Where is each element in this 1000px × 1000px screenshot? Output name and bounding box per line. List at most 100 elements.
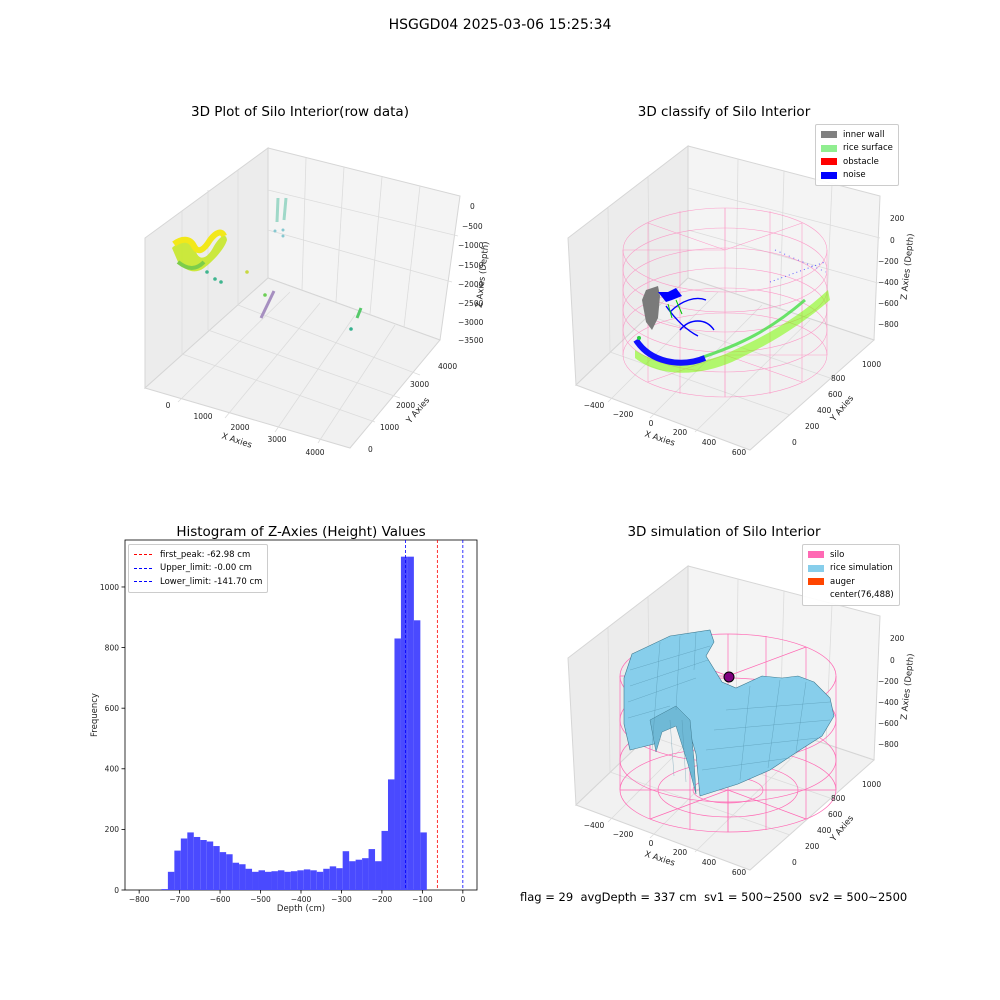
legend-label: Upper_limit: -0.00 cm <box>160 563 252 574</box>
simulation-legend: silo rice simulation auger center(76,488… <box>802 544 900 606</box>
histogram-bar <box>310 870 317 890</box>
histogram-bar <box>174 850 181 890</box>
histogram-bar <box>349 861 356 890</box>
raw-z-label: Z Axies (Depth) <box>475 241 492 308</box>
simulation-y-tick: 800 <box>831 794 846 803</box>
histogram-bar <box>362 858 369 890</box>
histogram-bar <box>407 556 414 890</box>
histogram-x-ticks: −800 −700 −600 −500 −400 −300 −200 −100 0 <box>129 890 465 904</box>
raw-grid <box>177 157 459 444</box>
histogram-chart: −800 −700 −600 −500 −400 −300 −200 −100 0 0 200 40… <box>90 539 478 914</box>
legend-label: auger <box>830 576 855 587</box>
histogram-title: Histogram of Z-Axies (Height) Values <box>176 524 426 540</box>
raw-y-label: Y Axies <box>404 395 432 426</box>
classify-z-label: Z Axies (Depth) <box>900 233 917 300</box>
classify-legend-item: inner wall <box>821 128 893 142</box>
classify-y-tick: 600 <box>828 390 843 399</box>
simulation-legend-item: center(76,488) <box>808 589 894 603</box>
histogram-bar <box>375 861 382 890</box>
classify-y-tick: 400 <box>817 406 832 415</box>
simulation-center-marker <box>723 671 735 683</box>
histogram-x-tick: −500 <box>250 895 271 904</box>
classify-z-tick: −200 <box>878 257 899 266</box>
simulation-x-label: X Axies <box>643 849 676 868</box>
legend-label: inner wall <box>843 129 885 140</box>
simulation-y-tick: 600 <box>828 810 843 819</box>
histogram-x-tick: −600 <box>210 895 231 904</box>
classify-z-tick: 0 <box>890 236 895 245</box>
avg-depth-text: avgDepth = 337 cm <box>580 890 697 904</box>
raw-z-ticks: 0 −500 −1000 −1500 −2000 −2500 −3000 −35… <box>458 202 484 345</box>
raw-z-tick: −500 <box>462 222 483 231</box>
legend-line <box>134 554 152 556</box>
raw-x-label: X Axies <box>220 431 253 450</box>
histogram-y-tick: 200 <box>105 825 120 834</box>
simulation-y-ticks: 0 200 400 600 800 1000 <box>792 780 881 867</box>
histogram-y-tick: 600 <box>105 704 120 713</box>
histogram-bar <box>290 871 298 890</box>
histogram-bar <box>232 862 240 890</box>
histogram-legend-item: first_peak: -62.98 cm <box>134 548 262 562</box>
simulation-x-tick: 200 <box>673 848 688 857</box>
classify-legend-item: obstacle <box>821 155 893 169</box>
histogram-y-tick: 1000 <box>100 583 119 592</box>
classify-plot-title: 3D classify of Silo Interior <box>637 104 811 120</box>
histogram-bar <box>161 889 168 890</box>
histogram-legend: first_peak: -62.98 cm Upper_limit: -0.00… <box>128 544 269 593</box>
classify-z-ticks: 200 0 −200 −400 −600 −800 <box>878 214 905 329</box>
raw-z-tick: −3500 <box>458 336 484 345</box>
histogram-bar <box>336 868 343 890</box>
simulation-y-tick: 200 <box>805 842 820 851</box>
classify-y-tick: 1000 <box>862 360 881 369</box>
simulation-x-tick: 0 <box>649 839 654 848</box>
classify-legend-item: rice surface <box>821 142 893 156</box>
legend-swatch <box>808 578 824 586</box>
legend-swatch <box>821 131 837 139</box>
simulation-z-tick: 200 <box>890 634 905 643</box>
histogram-y-tick: 800 <box>105 643 120 652</box>
classify-z-tick: 200 <box>890 214 905 223</box>
histogram-bar <box>200 840 207 890</box>
classify-y-tick: 0 <box>792 438 797 447</box>
raw-3d-plot: 0 1000 2000 3000 4000 X Axies 0 1000 200… <box>143 147 492 457</box>
simulation-z-ticks: 200 0 −200 −400 −600 −800 <box>878 634 905 749</box>
simulation-legend-item: auger <box>808 575 894 589</box>
histogram-y-tick: 400 <box>105 765 120 774</box>
histogram-bar <box>316 871 324 890</box>
histogram-vlines <box>405 540 464 890</box>
raw-z-tick: 0 <box>470 202 475 211</box>
simulation-x-ticks: −400 −200 0 200 400 600 <box>584 821 747 877</box>
raw-x-tick: 4000 <box>305 448 324 457</box>
histogram-bar <box>284 871 291 890</box>
simulation-x-tick: −200 <box>613 830 634 839</box>
raw-y-tick: 2000 <box>396 401 415 410</box>
raw-plot-title: 3D Plot of Silo Interior(row data) <box>191 104 409 120</box>
classify-x-tick: 200 <box>673 428 688 437</box>
simulation-x-tick: 600 <box>732 868 747 877</box>
simulation-z-tick: 0 <box>890 656 895 665</box>
classify-y-tick: 200 <box>805 422 820 431</box>
classify-x-tick: −200 <box>613 410 634 419</box>
histogram-y-label: Frequency <box>90 693 100 737</box>
legend-label: Lower_limit: -141.70 cm <box>160 576 263 587</box>
figure-title: HSGGD04 2025-03-06 15:25:34 <box>388 17 612 33</box>
sv1-text: sv1 = 500~2500 <box>704 890 802 904</box>
histogram-legend-item: Upper_limit: -0.00 cm <box>134 562 262 576</box>
histogram-bar <box>252 871 259 890</box>
histogram-bar <box>239 864 246 890</box>
histogram-bar <box>368 849 376 890</box>
legend-swatch <box>821 144 837 152</box>
histogram-bar <box>277 870 285 890</box>
flag-text: flag = 29 <box>520 890 574 904</box>
legend-label: center(76,488) <box>830 590 894 601</box>
simulation-x-tick: −400 <box>584 821 605 830</box>
classify-x-tick: 400 <box>702 438 717 447</box>
histogram-x-tick: 0 <box>460 895 465 904</box>
histogram-bar <box>258 870 265 890</box>
histogram-bar <box>355 859 363 890</box>
histogram-bar <box>400 556 408 890</box>
raw-z-tick: −2500 <box>458 299 484 308</box>
histogram-bar <box>226 854 233 890</box>
simulation-rice-surface <box>623 629 835 797</box>
histogram-x-tick: −800 <box>129 895 150 904</box>
